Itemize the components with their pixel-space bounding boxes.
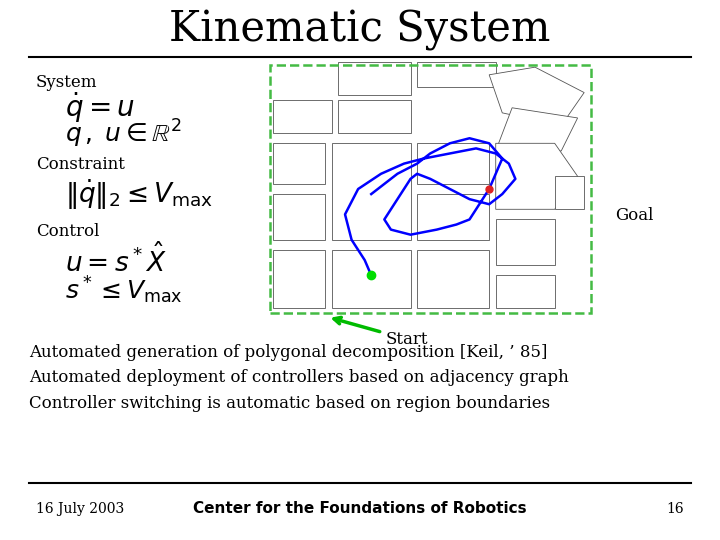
Polygon shape (496, 219, 554, 265)
Text: Kinematic System: Kinematic System (169, 9, 551, 51)
Text: $q\,,\; u \in \mathbb{R}^2$: $q\,,\; u \in \mathbb{R}^2$ (65, 118, 181, 150)
Polygon shape (332, 250, 410, 308)
Polygon shape (417, 194, 489, 240)
Text: $u = s^*\hat{X}$: $u = s^*\hat{X}$ (65, 243, 166, 278)
Polygon shape (273, 100, 332, 133)
Polygon shape (338, 62, 410, 95)
Polygon shape (273, 194, 325, 240)
Text: $s^* \leq V_{\mathrm{max}}$: $s^* \leq V_{\mathrm{max}}$ (65, 275, 183, 306)
Text: 16: 16 (667, 502, 684, 516)
Text: $\|\dot{q}\|_2 \leq V_{\mathrm{max}}$: $\|\dot{q}\|_2 \leq V_{\mathrm{max}}$ (65, 177, 212, 212)
Polygon shape (496, 143, 577, 210)
Text: Automated deployment of controllers based on adjacency graph: Automated deployment of controllers base… (29, 369, 569, 387)
Text: Goal: Goal (616, 207, 654, 225)
Text: Start: Start (334, 318, 428, 348)
Text: $\dot{q} = u$: $\dot{q} = u$ (65, 91, 135, 125)
Polygon shape (273, 250, 325, 308)
Polygon shape (417, 250, 489, 308)
Polygon shape (417, 62, 496, 87)
Polygon shape (332, 143, 410, 240)
Text: Center for the Foundations of Robotics: Center for the Foundations of Robotics (193, 501, 527, 516)
Text: Controller switching is automatic based on region boundaries: Controller switching is automatic based … (29, 395, 550, 413)
Text: Control: Control (36, 222, 99, 240)
Text: 16 July 2003: 16 July 2003 (36, 502, 125, 516)
Polygon shape (489, 67, 584, 126)
Polygon shape (338, 100, 410, 133)
Polygon shape (554, 176, 584, 210)
Text: Automated generation of polygonal decomposition [Keil, ’ 85]: Automated generation of polygonal decomp… (29, 343, 547, 361)
Polygon shape (273, 143, 325, 184)
Text: Constraint: Constraint (36, 156, 125, 173)
Text: System: System (36, 73, 97, 91)
Polygon shape (496, 108, 577, 151)
Polygon shape (417, 143, 489, 184)
Polygon shape (496, 275, 554, 308)
